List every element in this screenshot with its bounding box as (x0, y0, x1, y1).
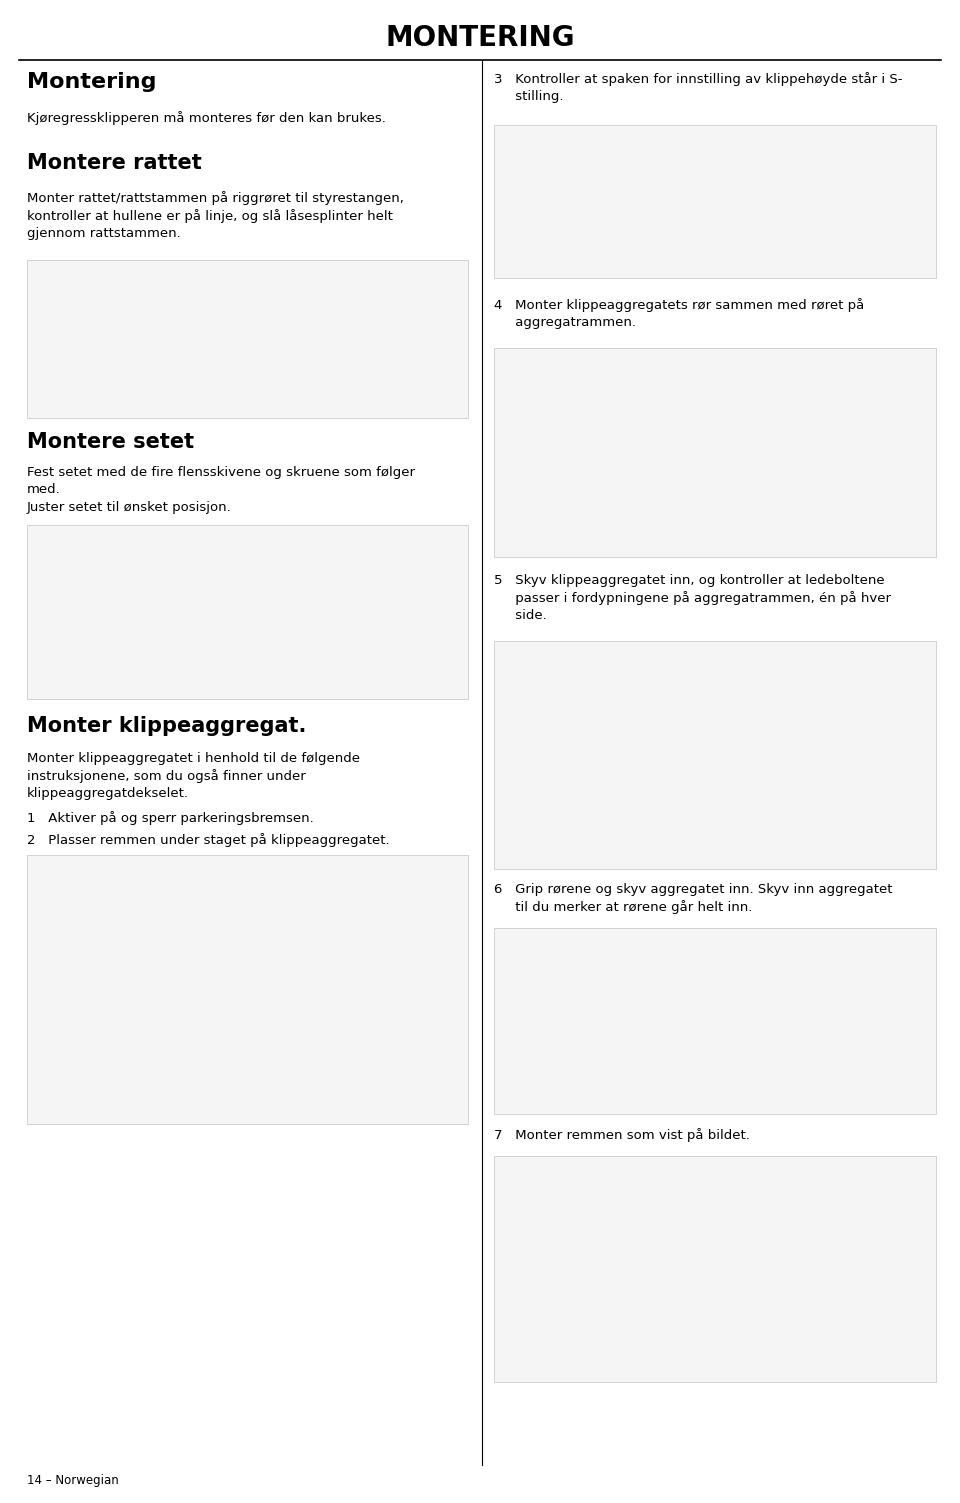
Text: 1   Aktiver på og sperr parkeringsbremsen.: 1 Aktiver på og sperr parkeringsbremsen. (27, 810, 314, 825)
Text: Fest setet med de fire flensskivene og skruene som følger
med.: Fest setet med de fire flensskivene og s… (27, 466, 415, 496)
Text: Kjøregressklipperen må monteres før den kan brukes.: Kjøregressklipperen må monteres før den … (27, 111, 386, 125)
Text: Monter klippeaggregatet i henhold til de følgende
instruksjonene, som du også fi: Monter klippeaggregatet i henhold til de… (27, 752, 360, 801)
Text: 6   Grip rørene og skyv aggregatet inn. Skyv inn aggregatet
     til du merker a: 6 Grip rørene og skyv aggregatet inn. Sk… (494, 884, 893, 914)
Text: Monter klippeaggregat.: Monter klippeaggregat. (27, 715, 306, 736)
Bar (494, 640, 936, 869)
Text: 14 – Norwegian: 14 – Norwegian (27, 1474, 119, 1486)
Bar (494, 927, 936, 1114)
Text: Montere setet: Montere setet (27, 431, 194, 451)
Bar (27, 525, 468, 699)
Bar (494, 1156, 936, 1381)
Bar (494, 125, 936, 278)
Bar (27, 260, 468, 418)
Bar (27, 855, 468, 1124)
Text: 4   Monter klippeaggregatets rør sammen med røret på
     aggregatrammen.: 4 Monter klippeaggregatets rør sammen me… (494, 298, 865, 329)
Text: Montering: Montering (27, 72, 156, 92)
Text: Monter rattet/rattstammen på riggrøret til styrestangen,
kontroller at hullene e: Monter rattet/rattstammen på riggrøret t… (27, 191, 404, 240)
Text: Juster setet til ønsket posisjon.: Juster setet til ønsket posisjon. (27, 502, 231, 514)
Bar (494, 349, 936, 558)
Text: MONTERING: MONTERING (385, 24, 575, 51)
Text: 7   Monter remmen som vist på bildet.: 7 Monter remmen som vist på bildet. (494, 1129, 751, 1142)
Text: 2   Plasser remmen under staget på klippeaggregatet.: 2 Plasser remmen under staget på klippea… (27, 833, 390, 846)
Text: 5   Skyv klippeaggregatet inn, og kontroller at ledeboltene
     passer i fordyp: 5 Skyv klippeaggregatet inn, og kontroll… (494, 574, 892, 622)
Text: 3   Kontroller at spaken for innstilling av klippehøyde står i S-
     stilling.: 3 Kontroller at spaken for innstilling a… (494, 72, 903, 104)
Text: Montere rattet: Montere rattet (27, 153, 202, 173)
